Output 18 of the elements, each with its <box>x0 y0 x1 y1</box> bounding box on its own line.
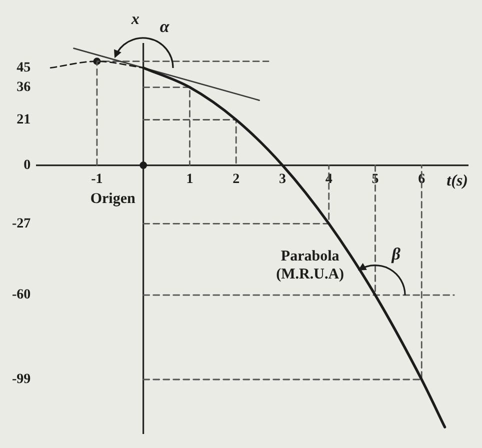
y-tick-label: 21 <box>16 112 31 128</box>
y-tick-label: 36 <box>16 80 31 95</box>
y-tick-label: -99 <box>12 372 31 388</box>
x-axis-title: t(s) <box>446 172 468 190</box>
x-tick-label: 3 <box>278 172 286 188</box>
annotation: β <box>390 244 401 264</box>
y-axis-title: x <box>130 11 140 28</box>
y-tick-label: -60 <box>12 288 31 303</box>
y-tick-label: -27 <box>12 216 31 232</box>
x-tick-label: 1 <box>186 172 194 188</box>
y-tick-label: 45 <box>16 60 31 76</box>
annotation: Parabola (M.R.U.A) <box>276 248 344 283</box>
y-tick-label: 0 <box>24 158 31 173</box>
annotation: Origen <box>90 191 136 208</box>
x-tick-label: -1 <box>91 172 103 188</box>
x-tick-label: 2 <box>232 172 240 188</box>
x-tick-label: 5 <box>372 172 379 188</box>
annotation: α <box>160 17 170 36</box>
